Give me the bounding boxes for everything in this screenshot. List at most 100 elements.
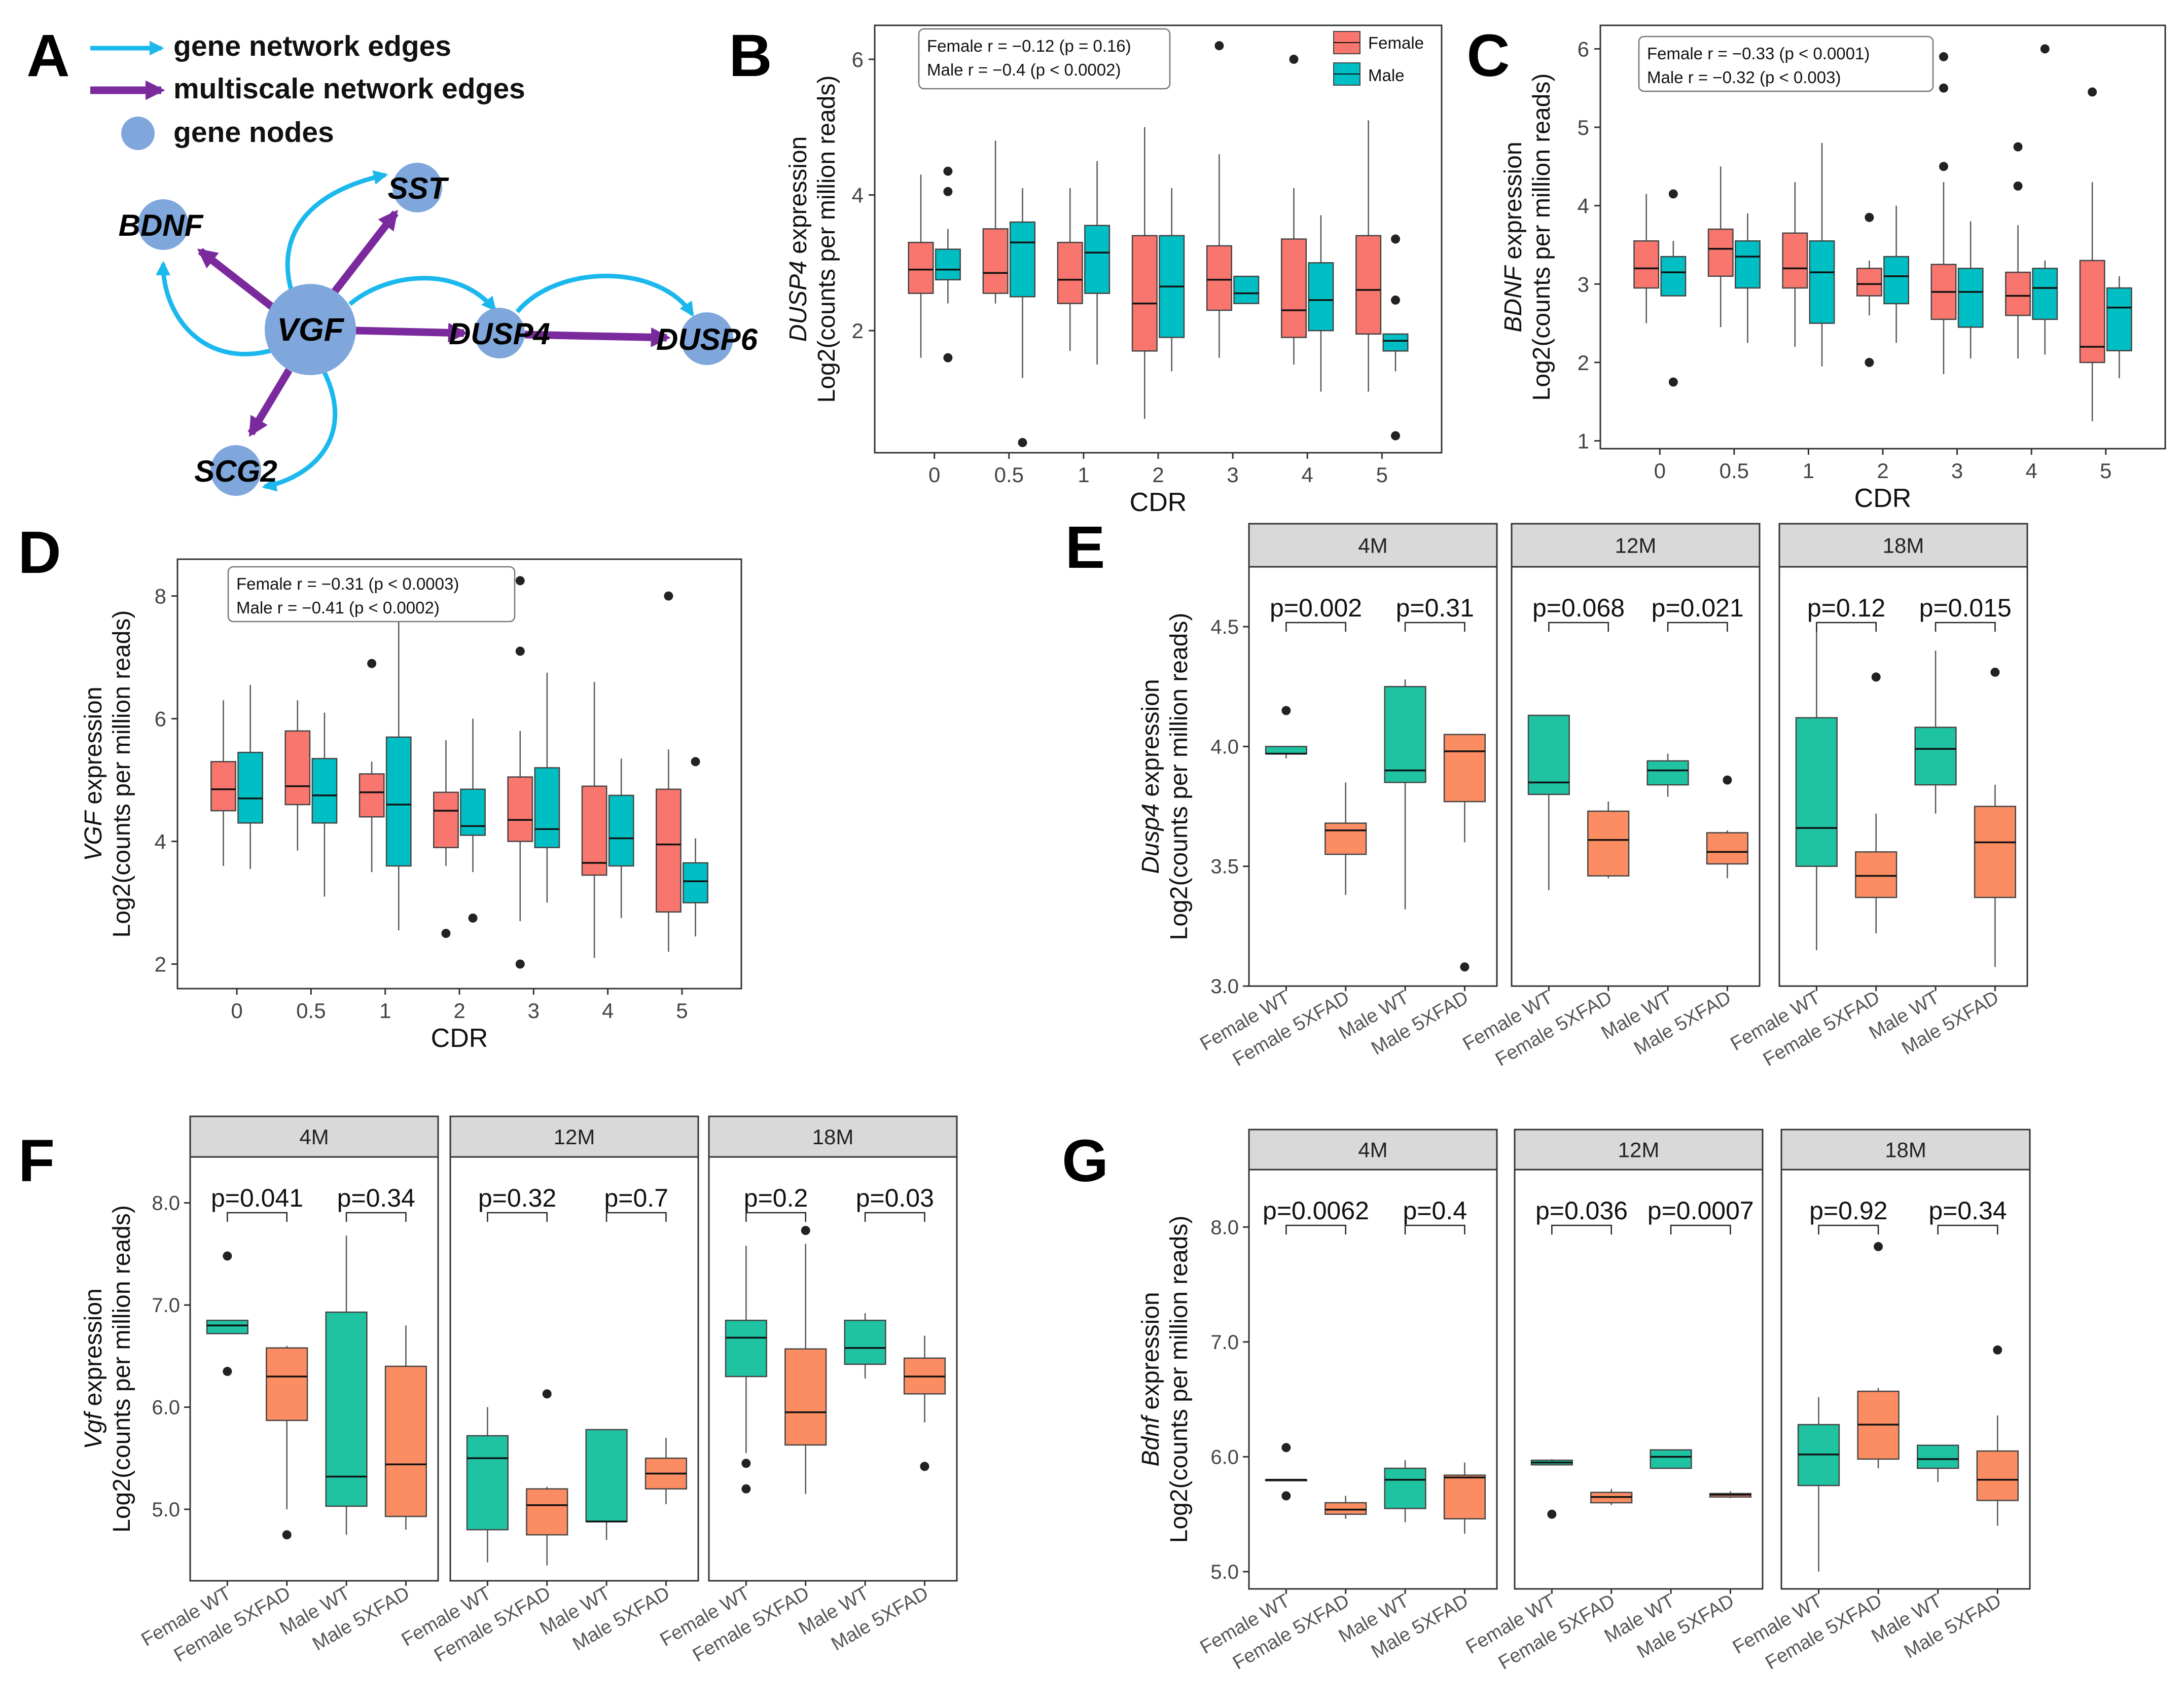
outlier-point xyxy=(367,659,377,668)
box-iqr xyxy=(284,730,311,806)
outlier-point xyxy=(2088,87,2097,97)
plot-frame xyxy=(874,24,1443,454)
outlier-point xyxy=(1723,775,1732,785)
box-female xyxy=(1057,188,1083,351)
gene-node-sst xyxy=(392,163,442,212)
correlation-male: Male r = −0.4 (p < 0.0002) xyxy=(927,60,1121,79)
box-female-wt xyxy=(1265,1443,1307,1501)
x-tick-label: 1 xyxy=(1078,463,1089,487)
box-iqr xyxy=(266,1347,308,1421)
p-value: p=0.12 xyxy=(1807,594,1885,622)
box-female-wt xyxy=(725,1246,767,1494)
gene-node-dusp4 xyxy=(474,308,525,358)
box-iqr xyxy=(1782,232,1808,289)
box-female-5xfad xyxy=(1857,1242,1900,1469)
box-male-5xfad xyxy=(903,1335,946,1471)
y-tick-label: 4 xyxy=(155,830,166,854)
multiscale-network-edge xyxy=(355,322,468,343)
box-female-5xfad xyxy=(1324,782,1367,895)
box-male xyxy=(1883,205,1910,343)
x-tick-label: 5 xyxy=(2100,459,2111,483)
y-axis-gene: VGF xyxy=(80,810,107,861)
box-iqr xyxy=(1957,268,1984,328)
box-male-wt xyxy=(844,1313,886,1379)
box-iqr xyxy=(359,773,385,818)
correlation-female: Female r = −0.12 (p = 0.16) xyxy=(927,37,1131,55)
outlier-point xyxy=(441,929,451,938)
y-tick-label: 3.0 xyxy=(1210,975,1239,998)
box-female-5xfad xyxy=(1590,1489,1633,1505)
p-value: p=0.92 xyxy=(1809,1196,1887,1225)
facet-label: 18M xyxy=(812,1125,854,1149)
box-iqr xyxy=(311,758,338,824)
y-tick-label: 7.0 xyxy=(1210,1331,1239,1354)
box-male-5xfad xyxy=(645,1437,688,1504)
y-tick-label: 1 xyxy=(1578,429,1589,453)
box-female xyxy=(1280,54,1307,365)
y-axis-suffix: expression xyxy=(785,136,812,261)
box-male-wt xyxy=(1917,1444,1959,1482)
y-tick-label: 6 xyxy=(1578,37,1589,61)
outlier-point xyxy=(1871,672,1881,682)
p-value: p=0.03 xyxy=(856,1184,934,1212)
significance-bracket xyxy=(1548,622,1609,632)
y-axis-suffix: expression xyxy=(1137,1292,1164,1416)
outlier-point xyxy=(1939,83,1948,93)
facet-strip xyxy=(1248,523,1498,568)
box-iqr xyxy=(1707,228,1734,277)
box-male xyxy=(935,166,961,362)
box-male xyxy=(534,672,560,903)
box-iqr xyxy=(784,1348,827,1446)
outlier-point xyxy=(2040,44,2050,54)
significance-bracket xyxy=(1670,1224,1731,1235)
significance-bracket xyxy=(745,1212,806,1222)
box-female-wt xyxy=(206,1251,248,1376)
outlier-point xyxy=(1281,1491,1291,1501)
box-female-wt xyxy=(1530,1459,1573,1519)
box-female-5xfad xyxy=(1324,1496,1367,1519)
box-iqr xyxy=(581,785,607,876)
correlation-female: Female r = −0.33 (p < 0.0001) xyxy=(1647,44,1870,63)
box-iqr xyxy=(1735,240,1761,289)
outlier-point xyxy=(1460,962,1470,972)
facet-label: 12M xyxy=(554,1125,595,1149)
facet-strip xyxy=(1248,1129,1498,1171)
y-axis-unit: Log2(counts per million reads) xyxy=(1528,74,1555,401)
facet-label: 4M xyxy=(1358,1138,1387,1162)
box-iqr xyxy=(1233,275,1260,304)
box-female xyxy=(982,140,1009,304)
box-iqr xyxy=(982,228,1009,294)
correlation-female: Female r = −0.31 (p < 0.0003) xyxy=(236,574,459,593)
box-iqr xyxy=(1706,832,1749,865)
x-tick-label: 2 xyxy=(1877,459,1888,483)
y-tick-label: 8.0 xyxy=(1210,1216,1239,1239)
box-iqr xyxy=(655,788,682,913)
outlier-point xyxy=(223,1367,232,1376)
box-iqr xyxy=(1527,714,1570,795)
box-female-5xfad xyxy=(1587,802,1630,879)
box-iqr xyxy=(1382,333,1409,352)
box-female xyxy=(1206,41,1232,358)
outlier-point xyxy=(691,757,700,767)
box-iqr xyxy=(2106,287,2132,351)
p-value: p=0.7 xyxy=(604,1184,668,1212)
box-male xyxy=(1735,213,1761,343)
x-tick-label: 2 xyxy=(1152,463,1164,487)
box-iqr xyxy=(1265,746,1307,754)
outlier-point xyxy=(1993,1345,2002,1355)
y-tick-label: 4.5 xyxy=(1210,616,1239,638)
outlier-point xyxy=(1391,431,1401,441)
box-iqr xyxy=(1384,686,1426,783)
y-axis-unit: Log2(counts per million reads) xyxy=(109,1205,135,1533)
y-tick-label: 8.0 xyxy=(152,1192,180,1215)
box-iqr xyxy=(1587,810,1630,877)
outlier-point xyxy=(1547,1509,1557,1519)
box-iqr xyxy=(585,1429,628,1522)
legend-male: Male xyxy=(1368,66,1405,85)
box-iqr xyxy=(1646,760,1689,786)
box-iqr xyxy=(1308,262,1334,332)
